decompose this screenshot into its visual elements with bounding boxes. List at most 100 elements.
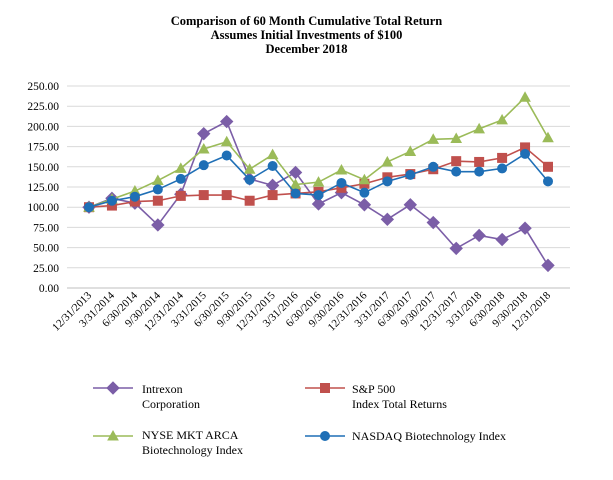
data-point <box>265 178 280 193</box>
data-point <box>106 195 117 206</box>
legend-marker <box>107 429 119 441</box>
data-point <box>152 184 163 195</box>
data-point <box>84 202 94 213</box>
data-point <box>357 198 372 212</box>
data-point <box>290 188 301 199</box>
data-point <box>450 132 463 144</box>
legend-marker <box>320 431 330 441</box>
y-tick-label: 0.00 <box>39 283 59 295</box>
data-point <box>403 198 418 212</box>
data-point <box>497 163 508 174</box>
data-point <box>174 162 187 173</box>
data-point <box>497 152 508 163</box>
data-point <box>267 160 278 171</box>
data-point <box>221 150 232 161</box>
data-point <box>197 126 211 141</box>
data-point <box>244 195 255 206</box>
data-point <box>519 91 531 102</box>
y-tick-label: 175.00 <box>27 142 59 154</box>
legend-label-line: NYSE MKT ARCA <box>142 428 239 442</box>
legend-label-line: S&P 500 <box>352 382 396 396</box>
legend-item <box>305 383 345 393</box>
data-point <box>474 166 485 177</box>
y-tick-label: 125.00 <box>27 182 59 194</box>
data-point <box>381 155 394 167</box>
chart-title-line-2: Assumes Initial Investments of $100 <box>210 28 403 42</box>
data-point <box>335 164 348 175</box>
series-circle <box>84 148 553 213</box>
legend-label: Intrexon Corporation <box>142 382 200 412</box>
data-point <box>197 142 210 154</box>
chart-title-line-1: Comparison of 60 Month Cumulative Total … <box>170 14 443 28</box>
y-tick-label: 100.00 <box>27 202 59 214</box>
chart-title-line-3: December 2018 <box>265 42 348 56</box>
legend-item <box>305 431 345 441</box>
legend-label-line: Intrexon <box>142 382 183 396</box>
data-point <box>288 165 303 180</box>
data-point <box>405 169 416 180</box>
data-point <box>129 191 140 202</box>
data-point <box>473 122 485 134</box>
legend-label-line: Corporation <box>142 397 200 411</box>
data-point <box>266 148 279 160</box>
chart-title: Comparison of 60 Month Cumulative Total … <box>0 14 613 56</box>
data-point <box>449 241 463 256</box>
y-tick-label: 225.00 <box>27 101 59 113</box>
data-point <box>382 176 393 187</box>
y-tick-label: 75.00 <box>33 222 59 234</box>
y-tick-label: 250.00 <box>27 81 59 93</box>
y-tick-label: 150.00 <box>27 162 59 174</box>
legend-label: NASDAQ Biotechnology Index <box>352 429 506 444</box>
data-point <box>543 161 553 172</box>
data-point <box>220 135 233 147</box>
data-point <box>495 232 509 247</box>
legend-label-line: NASDAQ Biotechnology Index <box>352 429 506 443</box>
data-point <box>313 190 324 201</box>
legend-marker <box>320 383 330 393</box>
legend <box>93 381 345 441</box>
y-tick-label: 50.00 <box>33 243 59 255</box>
legend-item <box>93 429 133 441</box>
data-point <box>404 145 417 156</box>
legend-label: NYSE MKT ARCA Biotechnology Index <box>142 428 243 458</box>
data-point <box>543 176 553 187</box>
data-point <box>267 190 278 201</box>
data-point <box>358 173 371 185</box>
data-point <box>311 197 326 211</box>
legend-item <box>93 381 133 395</box>
data-point <box>426 215 440 230</box>
data-point <box>175 190 186 201</box>
data-point <box>518 221 532 235</box>
data-point <box>244 174 255 185</box>
legend-label-line: Biotechnology Index <box>142 443 243 457</box>
data-point <box>151 218 165 232</box>
data-point <box>451 166 462 177</box>
data-point <box>312 176 325 187</box>
y-tick-label: 200.00 <box>27 121 59 133</box>
data-point <box>496 113 508 125</box>
data-point <box>359 187 370 198</box>
data-point <box>243 163 256 174</box>
data-point <box>152 174 164 186</box>
data-point <box>175 173 186 184</box>
data-point <box>542 131 554 143</box>
data-point <box>198 160 209 171</box>
plot-area <box>82 91 555 273</box>
data-point <box>336 177 347 188</box>
data-point <box>474 156 485 167</box>
x-axis: 12/31/20133/31/20146/30/20149/30/201412/… <box>50 287 570 334</box>
data-point <box>428 161 439 172</box>
data-point <box>541 258 555 273</box>
data-point <box>152 195 163 206</box>
data-point <box>427 133 440 144</box>
data-point <box>451 156 462 167</box>
data-point <box>221 190 232 201</box>
legend-label-line: Index Total Returns <box>352 397 447 411</box>
data-point <box>380 212 395 227</box>
data-point <box>520 148 531 159</box>
data-point <box>472 228 486 243</box>
y-axis: 0.00 25.00 50.00 75.00 100.00 125.00 150.00 175… <box>27 81 59 295</box>
data-point <box>198 190 209 201</box>
y-tick-label: 25.00 <box>33 263 59 275</box>
